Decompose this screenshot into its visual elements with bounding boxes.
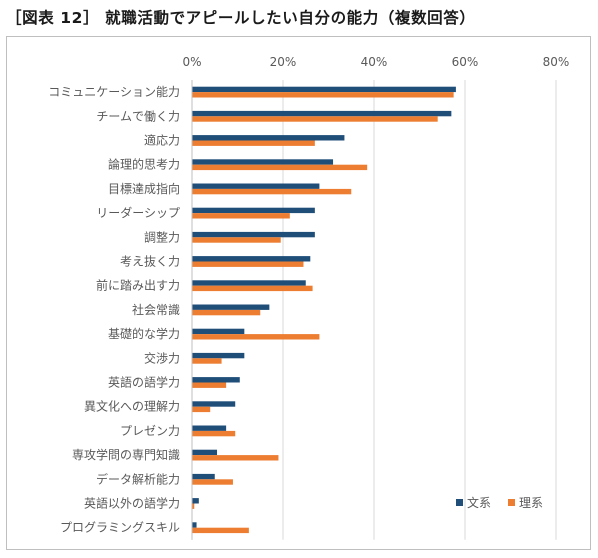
bar-series2 xyxy=(192,92,454,98)
category-label: 前に踏み出す力 xyxy=(96,278,180,293)
category-label: 交渉力 xyxy=(144,350,180,365)
bar-series2 xyxy=(192,140,315,146)
category-label: 考え抜く力 xyxy=(120,255,180,269)
category-label: 異文化への理解力 xyxy=(84,399,180,414)
bar-series2 xyxy=(192,334,320,340)
bar-series2 xyxy=(192,479,233,485)
bar-series1 xyxy=(192,328,245,335)
legend-swatch xyxy=(508,499,515,506)
chart-frame xyxy=(6,36,591,550)
bar-series2 xyxy=(192,406,211,413)
category-label: 社会常識 xyxy=(132,302,180,317)
category-label: 専攻学問の専門知識 xyxy=(72,447,180,462)
category-label: 英語以外の語学力 xyxy=(84,496,180,511)
legend-swatch xyxy=(456,499,463,506)
bar-series2 xyxy=(192,455,279,461)
bar-series2 xyxy=(192,116,438,122)
x-tick-label: 60% xyxy=(452,55,479,69)
bars xyxy=(192,86,456,534)
bar-series1 xyxy=(192,522,197,528)
bar-series2 xyxy=(192,213,290,219)
category-labels: コミュニケーション能力チームで働く力適応力論理的思考力目標達成指向リーダーシップ… xyxy=(48,85,180,535)
bar-series1 xyxy=(192,377,240,383)
bar-series1 xyxy=(192,449,218,456)
bar-series1 xyxy=(192,498,199,504)
bar-series2 xyxy=(192,430,236,437)
chart-title: ［図表 12］ 就職活動でアピールしたい自分の能力（複数回答） xyxy=(6,9,476,27)
bar-series2 xyxy=(192,382,227,388)
bar-series1 xyxy=(192,135,345,141)
bar-series2 xyxy=(192,309,261,316)
category-label: 論理的思考力 xyxy=(108,157,180,172)
bar-series1 xyxy=(192,231,315,238)
bar-series1 xyxy=(192,159,334,165)
category-label: 基礎的な学力 xyxy=(108,326,180,341)
category-label: プログラミングスキル xyxy=(60,521,180,535)
bar-series1 xyxy=(192,473,215,480)
bar-series1 xyxy=(192,183,320,189)
bar-series1 xyxy=(192,352,245,359)
bar-series1 xyxy=(192,401,236,407)
bar-series2 xyxy=(192,527,249,534)
bar-series2 xyxy=(192,188,352,195)
x-tick-labels: 0% 20% 40% 60% 80% xyxy=(182,55,569,69)
x-tick-label: 0% xyxy=(182,55,201,69)
bar-series2 xyxy=(192,237,281,243)
bar-series1 xyxy=(192,425,227,431)
bar-series2 xyxy=(192,164,368,171)
bar-series1 xyxy=(192,256,311,262)
legend-label: 文系 xyxy=(467,495,491,510)
legend-label: 理系 xyxy=(519,496,543,510)
bar-series1 xyxy=(192,280,306,286)
category-label: コミュニケーション能力 xyxy=(48,85,180,99)
x-tick-label: 40% xyxy=(361,55,388,69)
bar-series2 xyxy=(192,261,304,267)
bar-series2 xyxy=(192,503,195,509)
category-label: リーダーシップ xyxy=(96,205,180,220)
x-tick-label: 80% xyxy=(543,55,570,69)
bar-series1 xyxy=(192,304,270,310)
x-tick-label: 20% xyxy=(270,55,297,69)
bar-series1 xyxy=(192,207,315,214)
category-label: 目標達成指向 xyxy=(108,181,180,196)
bar-series2 xyxy=(192,285,313,292)
category-label: 適応力 xyxy=(144,133,180,148)
bar-series2 xyxy=(192,358,222,364)
category-label: チームで働く力 xyxy=(96,109,180,123)
category-label: データ解析能力 xyxy=(96,471,180,486)
category-label: プレゼン力 xyxy=(120,424,180,438)
category-label: 英語の語学力 xyxy=(108,375,180,390)
legend: 文系 理系 xyxy=(456,495,543,510)
bar-series1 xyxy=(192,86,456,93)
bar-series1 xyxy=(192,110,452,117)
category-label: 調整力 xyxy=(144,229,180,244)
